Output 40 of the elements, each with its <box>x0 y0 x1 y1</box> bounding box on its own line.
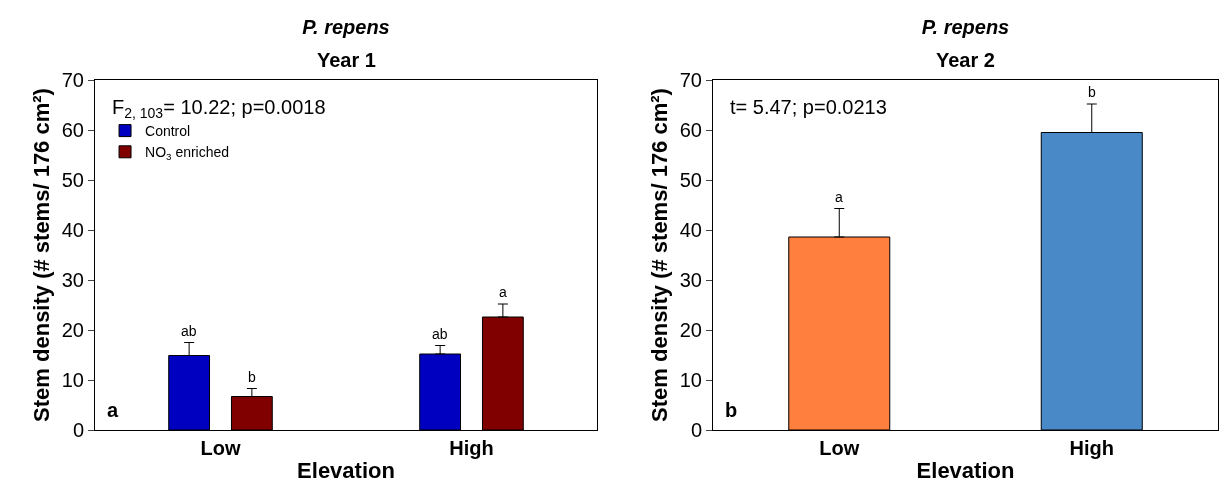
data-label: b <box>1088 84 1096 100</box>
y-tick-label: 20 <box>679 319 702 341</box>
y-tick-label: 10 <box>61 369 84 391</box>
chart-title: P. repens <box>921 15 1010 38</box>
annotation: t= 5.47; p=0.0213 <box>730 96 887 118</box>
y-axis-title: Stem density (# stems/ 176 cm²) <box>646 88 672 422</box>
x-tick-label: High <box>449 437 494 459</box>
y-tick-label: 40 <box>679 219 702 241</box>
y-axis-title: Stem density (# stems/ 176 cm²) <box>28 88 54 422</box>
annotation: F$_{2, 103}$= 10.22; p=0.0018 <box>112 96 326 122</box>
y-tick-label: 70 <box>61 69 84 91</box>
y-tick-label: 50 <box>679 169 702 191</box>
data-label: ab <box>181 323 197 339</box>
y-tick-label: 70 <box>679 69 702 91</box>
data-label: a <box>835 189 843 205</box>
y-tick-label: 30 <box>679 269 702 291</box>
x-tick-label: High <box>1069 437 1114 459</box>
chart-subtitle: Year 1 <box>317 49 376 71</box>
legend-label: Control <box>145 123 191 140</box>
x-tick-label: Low <box>200 437 241 459</box>
y-tick-label: 40 <box>61 219 84 241</box>
y-tick-label: 50 <box>61 169 84 191</box>
data-label: a <box>499 284 507 300</box>
annotation: a <box>107 399 119 421</box>
y-tick-label: 20 <box>61 319 84 341</box>
y-tick-label: 10 <box>679 369 702 391</box>
y-tick-label: 0 <box>690 419 702 441</box>
x-tick-label: Low <box>819 437 860 459</box>
legend-label: NO$_{3}$ enriched <box>145 144 230 163</box>
x-axis-title: Elevation <box>916 457 1015 483</box>
data-label: b <box>248 369 256 385</box>
x-axis-title: Elevation <box>297 457 395 483</box>
annotation: b <box>725 399 738 421</box>
data-label: ab <box>432 326 448 342</box>
y-tick-label: 30 <box>61 269 84 291</box>
y-tick-label: 0 <box>72 419 84 441</box>
chart-title: P. repens <box>302 15 390 38</box>
chart-subtitle: Year 2 <box>936 49 995 71</box>
y-tick-label: 60 <box>679 119 702 141</box>
y-tick-label: 60 <box>61 119 84 141</box>
